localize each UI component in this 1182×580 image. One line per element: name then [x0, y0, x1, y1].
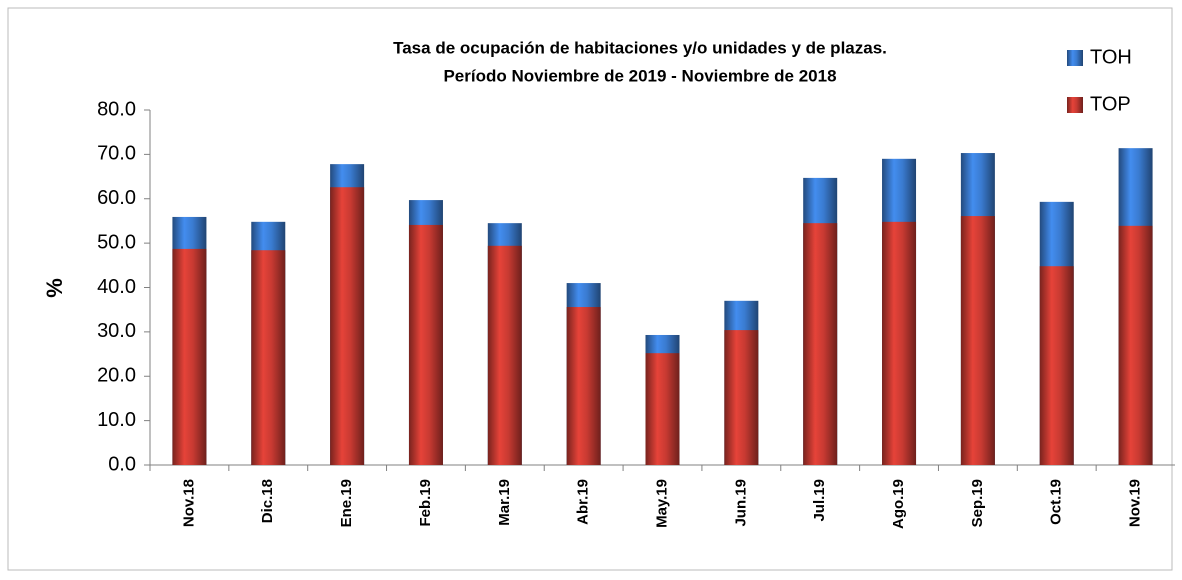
x-tick-label: Nov.19: [1127, 479, 1144, 527]
y-tick-label: 60.0: [97, 187, 136, 209]
y-tick-label: 70.0: [97, 143, 136, 165]
legend-swatch: [1067, 50, 1083, 66]
legend-label: TOH: [1090, 46, 1132, 68]
legend-label: TOP: [1090, 93, 1131, 115]
x-tick-label: Ene.19: [338, 479, 355, 527]
y-tick-label: 50.0: [97, 231, 136, 253]
y-tick-label: 30.0: [97, 320, 136, 342]
x-tick-label: May.19: [653, 479, 670, 528]
chart-subtitle: Período Noviembre de 2019 - Noviembre de…: [443, 66, 836, 85]
bar: [330, 187, 365, 465]
bar: [566, 307, 601, 465]
bar: [487, 245, 522, 465]
y-tick-label: 40.0: [97, 276, 136, 298]
bar: [172, 248, 207, 465]
bar: [724, 330, 759, 465]
bar: [882, 221, 917, 465]
bar: [408, 224, 443, 465]
y-axis-label: %: [42, 278, 67, 298]
x-tick-label: Feb.19: [417, 479, 434, 527]
bar: [645, 353, 680, 465]
y-tick-label: 0.0: [108, 453, 136, 475]
x-tick-label: Jun.19: [732, 479, 749, 527]
bar: [803, 223, 838, 465]
y-tick-label: 20.0: [97, 365, 136, 387]
x-tick-label: Mar.19: [496, 479, 513, 526]
x-tick-label: Sep.19: [969, 479, 986, 527]
x-tick-label: Dic.18: [259, 479, 276, 523]
x-tick-label: Ago.19: [890, 479, 907, 529]
x-tick-label: Oct.19: [1048, 479, 1065, 525]
x-tick-label: Abr.19: [575, 479, 592, 525]
bar: [1118, 225, 1153, 465]
bar: [251, 250, 286, 465]
chart-title: Tasa de ocupación de habitaciones y/o un…: [393, 38, 887, 57]
y-tick-label: 80.0: [97, 98, 136, 120]
bar: [960, 216, 995, 465]
chart-frame: [7, 7, 1173, 571]
legend-swatch: [1067, 97, 1083, 113]
bar: [1039, 266, 1074, 465]
x-tick-label: Jul.19: [811, 479, 828, 522]
x-tick-label: Nov.18: [180, 479, 197, 527]
y-tick-label: 10.0: [97, 409, 136, 431]
